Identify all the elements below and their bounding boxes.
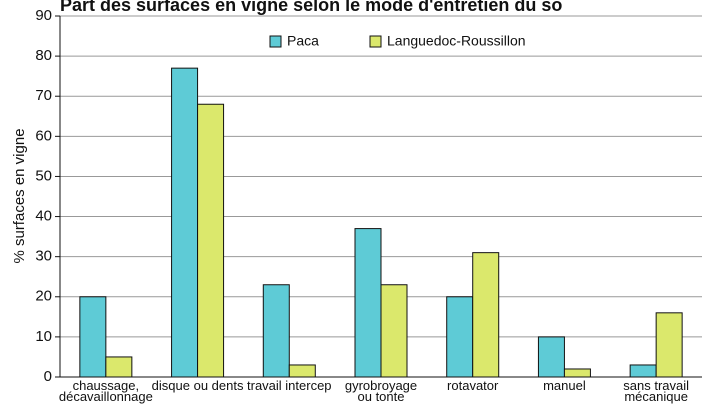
y-axis-label: % surfaces en vigne <box>11 128 28 263</box>
bar <box>354 228 382 378</box>
y-tick-label: 0 <box>44 368 52 385</box>
chart-title: Part des surfaces en vigne selon le mode… <box>60 0 562 15</box>
x-tick-label: sans travail mécanique <box>623 378 689 404</box>
y-tick-label: 60 <box>35 127 52 144</box>
y-tick-label: 80 <box>35 47 52 64</box>
y-tick-label: 10 <box>35 328 52 345</box>
legend-label: Languedoc-Roussillon <box>387 33 526 49</box>
y-tick-label: 70 <box>35 87 52 104</box>
x-tick-label: travail intercep <box>247 378 332 393</box>
x-tick-label: gyrobroyage ou tonte <box>345 378 417 404</box>
x-tick-label: rotavator <box>447 378 499 393</box>
x-tick-label: manuel <box>543 378 586 393</box>
bar <box>79 296 107 378</box>
y-tick-label: 20 <box>35 288 52 305</box>
x-tick-label: disque ou dents <box>152 378 244 393</box>
bar <box>472 252 500 378</box>
bar <box>563 368 591 378</box>
y-tick-label: 90 <box>35 7 52 24</box>
legend-swatch <box>269 35 282 48</box>
bar <box>105 356 133 378</box>
legend-swatch <box>369 35 382 48</box>
bar <box>288 364 316 378</box>
bar <box>655 312 683 378</box>
y-tick-label: 50 <box>35 167 52 184</box>
bar <box>446 296 474 378</box>
y-tick-label: 30 <box>35 248 52 265</box>
bar <box>629 364 657 378</box>
bar <box>262 284 290 378</box>
bar <box>171 67 199 378</box>
legend-label: Paca <box>287 33 319 49</box>
x-tick-label: chaussage, décavaillonnage <box>59 378 153 404</box>
bar <box>380 284 408 378</box>
y-tick-label: 40 <box>35 208 52 225</box>
bar <box>197 103 225 378</box>
bar <box>537 336 565 378</box>
